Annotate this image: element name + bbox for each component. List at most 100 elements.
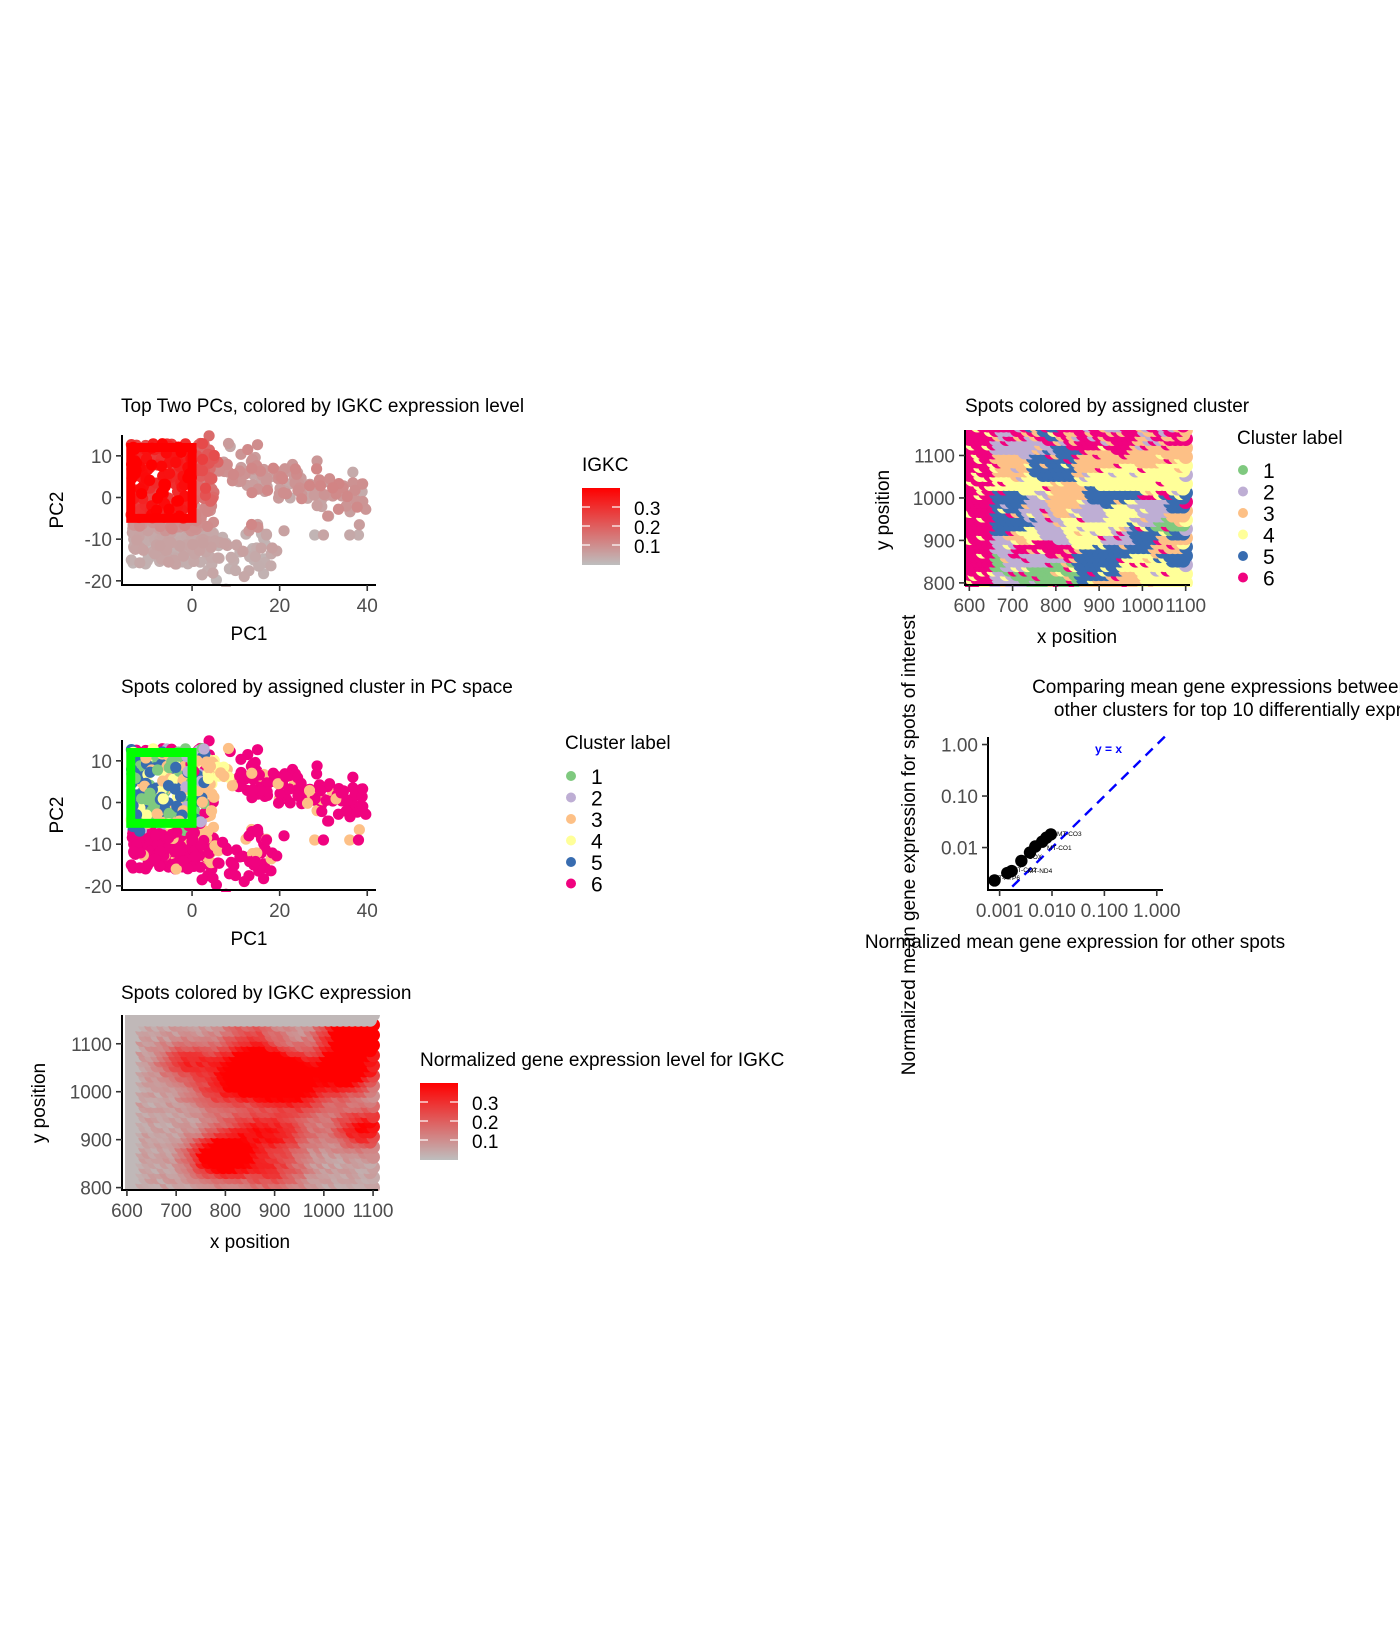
scatter-point <box>317 1015 327 1017</box>
scatter-point <box>174 844 187 856</box>
scatter-point <box>213 857 225 869</box>
y-tick-label: 0.01 <box>941 839 978 860</box>
legend-label: 1 <box>1263 460 1275 483</box>
scatter-point <box>203 430 215 442</box>
scatter-point <box>161 1015 171 1017</box>
y-axis-label: y position <box>29 1063 50 1143</box>
scatter-point <box>155 1015 165 1017</box>
y-tick-label: 0 <box>101 489 112 510</box>
scatter-point <box>149 548 161 560</box>
y-tick-label: -10 <box>85 835 112 856</box>
scatter-point <box>311 500 323 512</box>
scatter-point <box>272 797 285 809</box>
scatter-point <box>357 478 369 490</box>
legend-key <box>566 792 576 803</box>
scatter-point <box>150 504 163 516</box>
scatter-point <box>251 1015 261 1017</box>
scatter-point <box>151 808 163 820</box>
axis-lines <box>964 430 1190 586</box>
scatter-point <box>309 834 321 846</box>
legend-key <box>1238 551 1248 561</box>
y-tick-label: -10 <box>85 530 112 551</box>
point-label: MT-ATP6 <box>993 875 1020 882</box>
scatter-point <box>246 487 258 499</box>
scatter-point <box>185 1015 195 1017</box>
x-tick-label: 700 <box>160 1201 192 1222</box>
scatter-points <box>125 735 372 892</box>
scatter-point <box>317 529 330 541</box>
scatter-point <box>141 809 153 821</box>
legend-label: 3 <box>1263 503 1275 526</box>
scatter-point <box>303 785 316 797</box>
scatter-point <box>217 836 229 848</box>
legend-title: Cluster label <box>565 733 671 754</box>
panel-mean-expression: Comparing mean gene expressions between … <box>865 614 1400 1075</box>
scatter-points <box>125 430 372 587</box>
y-tick-label: 900 <box>80 1131 112 1152</box>
y-axis-ticks: 1.00 0.10 0.01 <box>941 736 988 860</box>
scatter-point <box>149 829 162 841</box>
scatter-point <box>157 793 169 805</box>
scatter-point <box>260 529 273 541</box>
x-tick-label: 40 <box>357 901 378 922</box>
scatter-point <box>1015 854 1028 868</box>
scatter-point <box>149 853 161 865</box>
scatter-point <box>246 759 259 771</box>
scatter-point <box>278 830 290 842</box>
scatter-point <box>172 495 185 507</box>
scatter-point <box>271 850 283 862</box>
legend-key <box>1238 486 1248 497</box>
scatter-point <box>239 1015 249 1017</box>
scatter-point <box>275 1015 285 1017</box>
scatter-point <box>293 790 305 803</box>
scatter-point <box>134 825 146 837</box>
plot-area: MT-CO3 MT-CO1 COX MT-ND4 MT-CO2 MT-ATP6 … <box>988 734 1166 890</box>
legend-label: 3 <box>591 809 603 832</box>
scatter-point <box>251 744 264 756</box>
scatter-point <box>327 482 339 494</box>
scatter-point <box>246 518 258 531</box>
scatter-point <box>303 480 316 492</box>
axis-lines <box>121 1015 378 1191</box>
legend-label: 5 <box>1263 546 1275 569</box>
chart-subtitle: other clusters for top 10 differentially… <box>1054 700 1400 721</box>
scatter-point <box>311 768 323 780</box>
chart-title: Spots colored by assigned cluster in PC … <box>121 677 513 698</box>
scatter-point <box>329 1015 339 1017</box>
scatter-point <box>212 845 225 857</box>
scatter-point <box>212 552 224 564</box>
scatter-point <box>227 859 240 871</box>
scatter-point <box>309 529 321 541</box>
x-tick-label: 1000 <box>303 1201 345 1222</box>
x-tick-label: 600 <box>111 1201 143 1222</box>
y-axis-label: Normalized mean gene expression for spot… <box>899 614 920 1075</box>
x-tick-label: 800 <box>1040 596 1072 617</box>
scatter-point <box>347 1015 357 1017</box>
x-tick-label: 1000 <box>1121 596 1163 617</box>
x-tick-label: 0.010 <box>1028 901 1076 922</box>
scatter-point <box>205 805 218 817</box>
scatter-point <box>235 753 247 765</box>
scatter-point <box>198 743 210 755</box>
scatter-point <box>332 503 345 515</box>
scatter-point <box>151 764 164 776</box>
scatter-point <box>253 560 265 572</box>
scatter-point <box>196 437 209 450</box>
scatter-point <box>347 466 359 478</box>
scatter-point <box>352 529 365 541</box>
scatter-point <box>170 456 182 468</box>
scatter-point <box>278 525 290 537</box>
scatter-point <box>1177 430 1189 433</box>
reference-line <box>1007 734 1166 890</box>
scatter-point <box>131 534 143 546</box>
scatter-point <box>246 462 258 474</box>
scatter-point <box>173 540 186 552</box>
scatter-point <box>238 875 250 888</box>
x-tick-label: 1100 <box>1165 596 1206 617</box>
scatter-point <box>988 874 1001 887</box>
x-tick-label: 600 <box>953 596 985 617</box>
scatter-points <box>965 430 1193 587</box>
scatter-point <box>257 873 270 885</box>
